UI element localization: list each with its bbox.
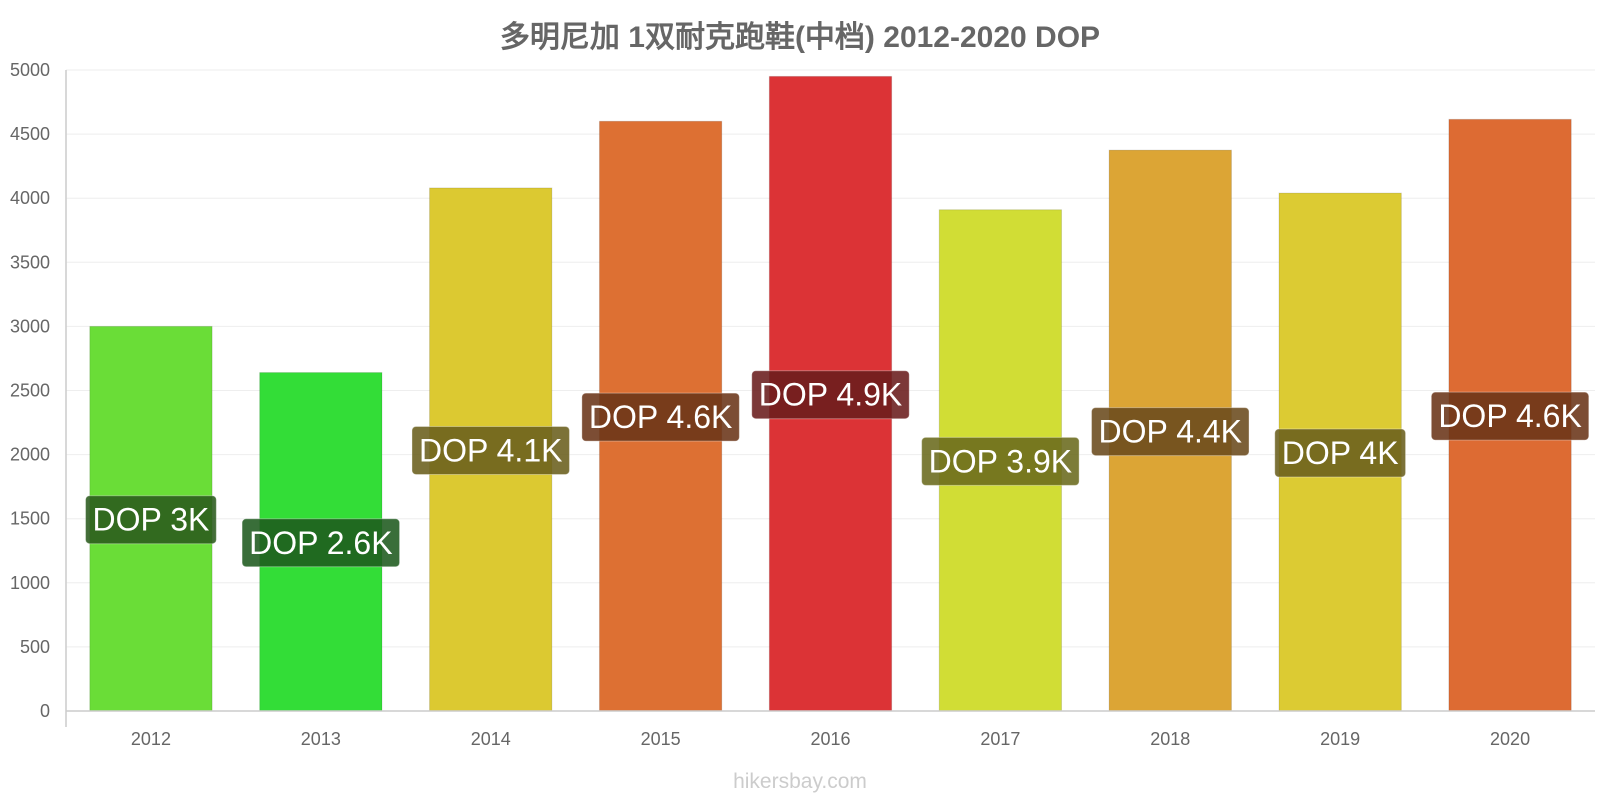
y-tick-labels: 0 500 1000 1500 2000 2500 3000 3500 4000 4500 5000 <box>10 60 50 721</box>
data-label-text: DOP 4.6K <box>589 399 732 435</box>
data-label-2019: DOP 4K <box>1274 428 1407 478</box>
y-tick-label: 3500 <box>10 252 50 272</box>
data-label-background <box>85 495 217 545</box>
data-label-text: DOP 4.4K <box>1099 414 1242 450</box>
y-tick-label: 1500 <box>10 509 50 529</box>
data-label-background <box>581 392 740 442</box>
axes <box>65 70 1595 727</box>
x-tick-label: 2019 <box>1320 729 1360 749</box>
x-tick-label: 2017 <box>980 729 1020 749</box>
data-label-text: DOP 4.9K <box>759 377 902 413</box>
data-label-background <box>241 518 401 568</box>
data-label-text: DOP 2.6K <box>249 525 392 561</box>
data-label-2015: DOP 4.6K <box>581 392 740 442</box>
x-tick-label: 2012 <box>131 729 171 749</box>
x-tick-label: 2013 <box>301 729 341 749</box>
data-label-background <box>1091 407 1250 457</box>
x-tick-label: 2020 <box>1490 729 1530 749</box>
data-label-2017: DOP 3.9K <box>921 436 1080 486</box>
data-label-text: DOP 3K <box>93 502 210 538</box>
data-label-text: DOP 4.1K <box>419 432 562 468</box>
x-tick-label: 2016 <box>810 729 850 749</box>
x-tick-label: 2014 <box>471 729 511 749</box>
data-label-2020: DOP 4.6K <box>1430 391 1590 441</box>
data-labels: DOP 3K DOP 2.6K DOP 4.1K DOP 4.6K DOP 4.9K DO… <box>85 370 1590 568</box>
data-label-2018: DOP 4.4K <box>1091 407 1250 457</box>
y-tick-label: 4000 <box>10 188 50 208</box>
x-tick-labels: 2012 2013 2014 2015 2016 2017 2018 2019 2020 <box>131 729 1530 749</box>
data-label-background <box>921 436 1080 486</box>
data-label-2012: DOP 3K <box>85 495 217 545</box>
data-label-background <box>411 425 570 475</box>
source-watermark[interactable]: hikersbay.com <box>733 770 867 793</box>
data-label-text: DOP 4.6K <box>1438 398 1581 434</box>
data-label-text: DOP 4K <box>1282 435 1399 471</box>
data-label-2013: DOP 2.6K <box>241 518 401 568</box>
data-label-2014: DOP 4.1K <box>411 425 570 475</box>
data-label-text: DOP 3.9K <box>929 443 1072 479</box>
y-tick-label: 4500 <box>10 124 50 144</box>
y-tick-label: 0 <box>40 701 50 721</box>
data-label-background <box>1430 391 1590 441</box>
chart-title: 多明尼加 1双耐克跑鞋(中档) 2012-2020 DOP <box>500 21 1100 54</box>
data-label-background <box>751 370 910 420</box>
x-tick-label: 2015 <box>641 729 681 749</box>
y-tick-label: 500 <box>20 637 50 657</box>
y-tick-label: 1000 <box>10 573 50 593</box>
data-label-2016: DOP 4.9K <box>751 370 910 420</box>
y-tick-label: 2000 <box>10 445 50 465</box>
y-tick-label: 2500 <box>10 381 50 401</box>
y-tick-label: 3000 <box>10 316 50 336</box>
data-label-background <box>1274 428 1407 478</box>
y-tick-label: 5000 <box>10 60 50 80</box>
x-tick-label: 2018 <box>1150 729 1190 749</box>
